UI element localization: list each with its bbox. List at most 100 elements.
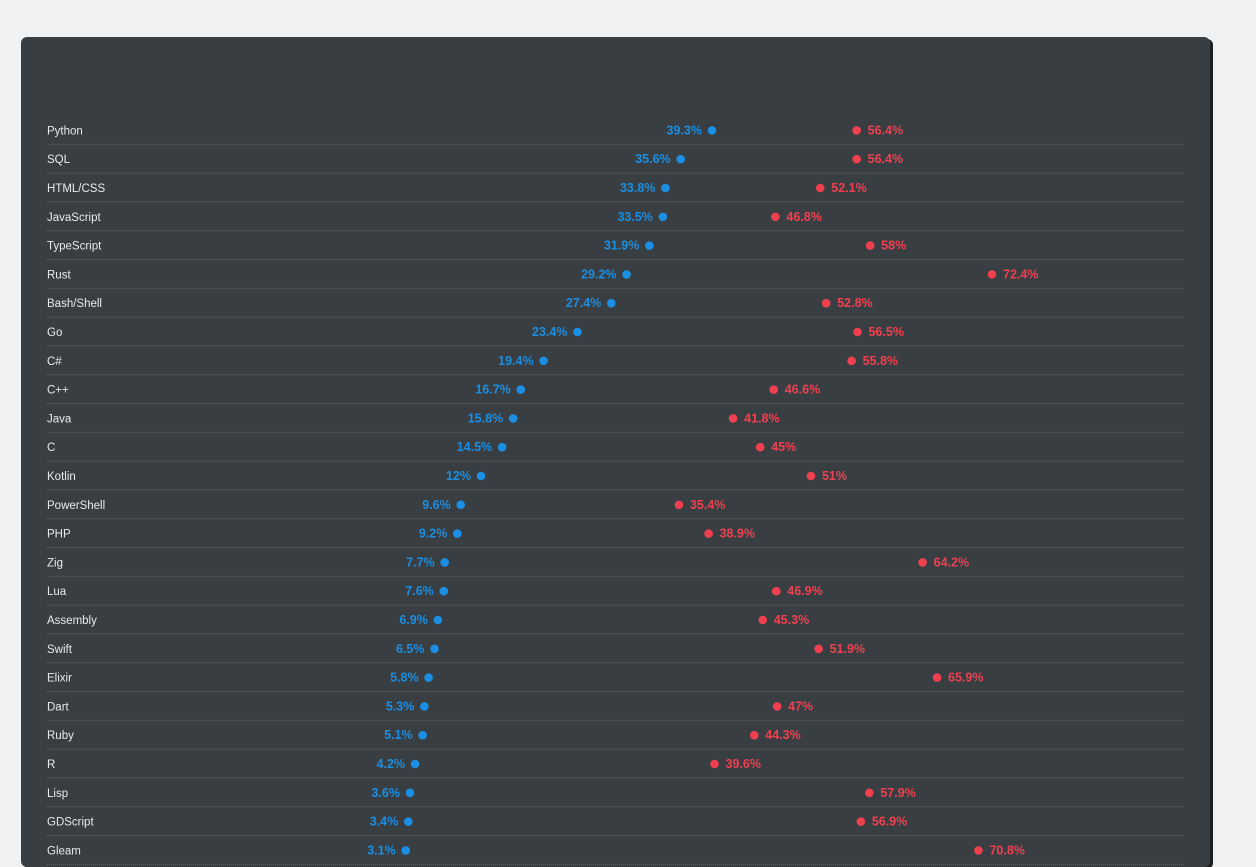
row-label: Ruby: [47, 730, 74, 742]
row-label: C++: [47, 385, 69, 397]
end-value-label: 35.4%: [690, 498, 725, 512]
row-label: Elixir: [47, 673, 72, 685]
end-value-label: 45%: [771, 440, 796, 454]
row-label: HTML/CSS: [47, 183, 105, 195]
start-value-label: 14.5%: [457, 440, 492, 454]
row-label: PHP: [47, 529, 71, 541]
start-value-label: 5.3%: [386, 699, 415, 713]
start-dot: [508, 414, 518, 423]
start-value-label: 6.5%: [396, 642, 425, 656]
end-dot: [932, 673, 942, 682]
row-label: Dart: [47, 701, 70, 713]
row-label: GDScript: [47, 817, 94, 829]
dumbbell-chart: Python 39.3% 56.4% SQL 35.6% 56.4% HTML/CSS 33.…: [47, 123, 1185, 865]
start-dot: [420, 702, 429, 711]
start-dot: [424, 673, 433, 682]
start-dot: [658, 212, 668, 222]
start-value-label: 7.7%: [406, 555, 435, 569]
start-dot: [607, 298, 616, 308]
end-value-label: 65.9%: [948, 671, 983, 685]
start-value-label: 33.5%: [617, 210, 652, 224]
end-value-label: 55.8%: [863, 354, 898, 368]
row-label: SQL: [47, 154, 71, 166]
end-value-label: 46.9%: [787, 584, 822, 598]
end-dot: [821, 298, 831, 308]
row-label: Python: [47, 125, 83, 137]
end-value-label: 44.3%: [765, 728, 800, 742]
end-dot: [987, 270, 997, 279]
start-value-label: 5.8%: [390, 671, 419, 685]
end-dot: [865, 788, 874, 798]
end-value-label: 47%: [788, 699, 813, 713]
start-dot: [539, 356, 548, 366]
end-dot: [974, 846, 983, 855]
start-value-label: 23.4%: [532, 325, 567, 339]
start-value-label: 39.3%: [667, 123, 702, 137]
start-dot: [476, 471, 486, 481]
start-value-label: 5.1%: [384, 728, 413, 742]
end-dot: [771, 212, 780, 222]
start-dot: [622, 270, 631, 279]
end-dot: [865, 241, 875, 250]
row-label: JavaScript: [47, 212, 101, 224]
start-value-label: 9.6%: [422, 498, 451, 512]
start-value-label: 4.2%: [377, 757, 406, 771]
end-dot: [704, 529, 713, 538]
end-dot: [814, 644, 823, 654]
chart-card: Python 39.3% 56.4% SQL 35.6% 56.4% HTML/CSS 33.…: [21, 37, 1210, 867]
end-dot: [758, 615, 768, 625]
start-value-label: 29.2%: [581, 267, 616, 281]
start-value-label: 15.8%: [468, 411, 503, 425]
row-label: Java: [47, 413, 72, 425]
row-label: Swift: [47, 644, 73, 656]
start-value-label: 35.6%: [635, 152, 670, 166]
end-value-label: 38.9%: [720, 527, 755, 541]
row-label: Zig: [47, 557, 63, 569]
row-label: Lisp: [47, 788, 68, 800]
end-dot: [749, 730, 759, 740]
row-label: PowerShell: [47, 500, 105, 512]
end-value-label: 46.6%: [785, 383, 820, 397]
end-value-label: 51.9%: [830, 642, 865, 656]
start-dot: [453, 529, 462, 538]
start-dot: [456, 500, 466, 510]
start-value-label: 12%: [446, 469, 471, 483]
start-dot: [433, 615, 443, 625]
start-dot: [516, 385, 526, 394]
row-label: Rust: [47, 269, 71, 281]
end-dot: [847, 356, 856, 366]
end-value-label: 57.9%: [880, 786, 915, 800]
row-label: Gleam: [47, 845, 81, 857]
row-label: TypeScript: [47, 241, 102, 253]
start-dot: [430, 644, 439, 654]
start-dot: [439, 586, 449, 596]
start-dot: [707, 126, 717, 135]
start-value-label: 19.4%: [498, 354, 533, 368]
end-value-label: 39.6%: [726, 757, 761, 771]
end-value-label: 41.8%: [744, 411, 779, 425]
end-value-label: 45.3%: [774, 613, 809, 627]
end-value-label: 56.5%: [868, 325, 903, 339]
end-value-label: 72.4%: [1003, 267, 1038, 281]
end-value-label: 51%: [822, 469, 847, 483]
start-value-label: 6.9%: [399, 613, 428, 627]
end-dot: [806, 471, 816, 481]
row-label: Go: [47, 327, 62, 339]
start-value-label: 27.4%: [566, 296, 601, 310]
end-dot: [755, 442, 765, 452]
row-label: R: [47, 759, 55, 771]
end-value-label: 64.2%: [934, 555, 969, 569]
start-dot: [405, 788, 415, 798]
start-dot: [410, 759, 420, 769]
end-dot: [772, 702, 782, 711]
end-value-label: 70.8%: [989, 843, 1024, 857]
start-dot: [440, 558, 449, 567]
end-dot: [918, 558, 927, 567]
end-value-label: 56.4%: [868, 123, 903, 137]
start-dot: [645, 241, 654, 250]
end-dot: [769, 385, 779, 394]
end-value-label: 52.1%: [831, 181, 866, 195]
end-value-label: 52.8%: [837, 296, 872, 310]
start-value-label: 33.8%: [620, 181, 655, 195]
start-value-label: 3.4%: [370, 815, 399, 829]
